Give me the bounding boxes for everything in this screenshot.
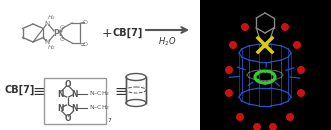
Ellipse shape: [126, 99, 146, 106]
Text: O: O: [82, 20, 87, 24]
Circle shape: [241, 23, 249, 31]
Text: N–CH$_2$: N–CH$_2$: [89, 104, 110, 112]
Text: CB[7]: CB[7]: [113, 28, 143, 38]
Text: Pt: Pt: [53, 28, 63, 37]
Bar: [44, 78, 106, 124]
Circle shape: [253, 123, 261, 130]
Text: $\equiv$: $\equiv$: [112, 83, 128, 98]
Text: N: N: [71, 103, 78, 112]
Text: CB[7]: CB[7]: [5, 85, 35, 95]
Text: N–CH$_2$: N–CH$_2$: [89, 90, 110, 98]
Text: O: O: [60, 37, 65, 41]
Text: O: O: [64, 80, 71, 89]
Circle shape: [229, 41, 237, 49]
Text: O: O: [82, 41, 87, 47]
Circle shape: [297, 89, 305, 97]
Text: $H_2$: $H_2$: [47, 14, 57, 22]
Circle shape: [225, 66, 233, 74]
Bar: [200, 0, 331, 130]
Text: $_7$: $_7$: [107, 116, 112, 125]
Text: O: O: [64, 113, 71, 122]
Circle shape: [297, 66, 305, 74]
Text: N: N: [57, 89, 64, 99]
Text: N: N: [44, 21, 50, 27]
Text: N: N: [71, 89, 78, 99]
Text: $H_2O$: $H_2O$: [158, 36, 177, 48]
Text: $H_2$: $H_2$: [47, 44, 57, 52]
Circle shape: [269, 123, 277, 130]
Ellipse shape: [126, 73, 146, 80]
Circle shape: [286, 113, 294, 121]
Text: $\equiv$: $\equiv$: [30, 83, 46, 98]
Text: +: +: [102, 27, 112, 40]
Ellipse shape: [126, 87, 146, 93]
Circle shape: [293, 41, 301, 49]
Text: N: N: [44, 39, 50, 45]
Circle shape: [225, 89, 233, 97]
Circle shape: [236, 113, 244, 121]
Circle shape: [281, 23, 289, 31]
Text: N: N: [57, 103, 64, 112]
Text: O: O: [60, 24, 65, 30]
Bar: [126, 77, 146, 103]
